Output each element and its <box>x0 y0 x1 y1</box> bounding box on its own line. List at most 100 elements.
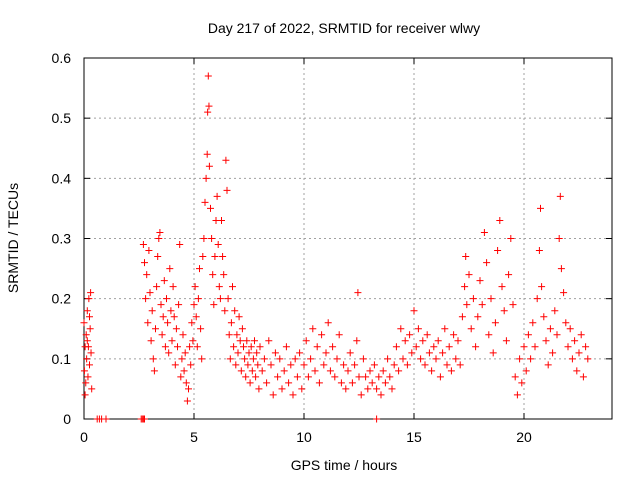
data-point <box>524 331 532 339</box>
data-point <box>392 343 400 351</box>
data-point <box>474 313 482 321</box>
data-point <box>454 337 462 345</box>
x-tick-label: 20 <box>516 429 532 445</box>
data-point <box>199 253 207 261</box>
data-point <box>156 228 164 236</box>
data-point <box>141 415 148 423</box>
data-point <box>169 283 177 291</box>
data-point <box>329 343 337 351</box>
data-point <box>260 355 268 363</box>
data-point <box>568 355 576 363</box>
data-point <box>379 367 387 375</box>
data-point <box>366 367 374 375</box>
data-point <box>362 373 370 381</box>
data-point <box>174 343 181 351</box>
data-point <box>531 343 539 351</box>
data-point <box>485 331 493 339</box>
data-point <box>318 331 326 339</box>
data-point <box>480 228 488 236</box>
data-point <box>205 102 213 110</box>
data-point <box>478 301 486 309</box>
data-point <box>263 379 271 387</box>
data-point <box>373 385 381 393</box>
data-point <box>164 319 172 327</box>
data-point <box>544 361 552 369</box>
data-point <box>267 361 275 369</box>
data-point <box>496 216 504 224</box>
data-point <box>152 325 159 333</box>
data-point <box>456 361 464 369</box>
data-point <box>388 385 396 393</box>
data-point <box>315 379 323 387</box>
data-point <box>258 367 266 375</box>
data-point <box>386 373 394 381</box>
data-point <box>293 373 301 381</box>
data-point <box>87 349 95 357</box>
data-point <box>357 391 365 399</box>
data-point <box>516 355 524 363</box>
data-point <box>441 325 449 333</box>
data-point <box>553 331 561 339</box>
data-point <box>234 349 242 357</box>
data-point <box>213 192 221 200</box>
data-point <box>381 379 389 387</box>
data-point <box>83 337 91 345</box>
data-point <box>80 319 88 327</box>
data-point <box>230 343 238 351</box>
data-point <box>414 325 422 333</box>
data-point <box>551 307 559 315</box>
data-point <box>410 307 418 315</box>
data-point <box>377 391 385 399</box>
data-point <box>556 192 564 200</box>
data-point <box>322 349 330 357</box>
data-point <box>355 373 363 381</box>
data-point <box>296 349 304 357</box>
data-point <box>271 349 279 357</box>
data-point <box>452 355 460 363</box>
data-point <box>458 313 466 321</box>
data-point <box>518 379 526 387</box>
data-point <box>575 349 583 357</box>
data-point <box>282 343 290 351</box>
data-point <box>280 367 288 375</box>
data-point <box>500 307 508 315</box>
data-point <box>168 337 176 345</box>
data-point <box>178 355 186 363</box>
data-point <box>210 301 218 309</box>
data-point <box>527 355 535 363</box>
y-tick-label: 0.4 <box>52 170 72 186</box>
data-point <box>533 295 541 303</box>
data-point <box>252 373 260 381</box>
data-point <box>208 235 216 242</box>
data-point <box>256 343 264 351</box>
data-point <box>171 361 179 369</box>
data-point <box>274 373 282 381</box>
data-point <box>249 355 257 363</box>
data-point <box>340 361 348 369</box>
data-point <box>562 319 570 327</box>
data-point <box>186 343 194 351</box>
data-point <box>246 379 254 387</box>
data-point <box>546 325 554 333</box>
data-point <box>84 343 92 351</box>
data-point <box>469 295 477 303</box>
data-point <box>289 391 297 399</box>
data-point <box>179 331 187 339</box>
data-point <box>221 307 229 315</box>
data-point <box>172 325 180 333</box>
data-point <box>320 361 328 369</box>
y-tick-label: 0.5 <box>52 110 72 126</box>
data-point <box>84 373 92 381</box>
data-point <box>397 325 405 333</box>
data-point <box>176 241 184 249</box>
data-point <box>81 391 89 399</box>
data-point <box>370 361 378 369</box>
data-point <box>344 367 352 375</box>
data-point <box>80 367 88 375</box>
data-point <box>483 259 491 267</box>
data-point <box>557 265 565 273</box>
data-point <box>237 367 245 375</box>
data-point <box>232 361 240 369</box>
data-points <box>80 72 592 423</box>
data-point <box>161 343 169 351</box>
